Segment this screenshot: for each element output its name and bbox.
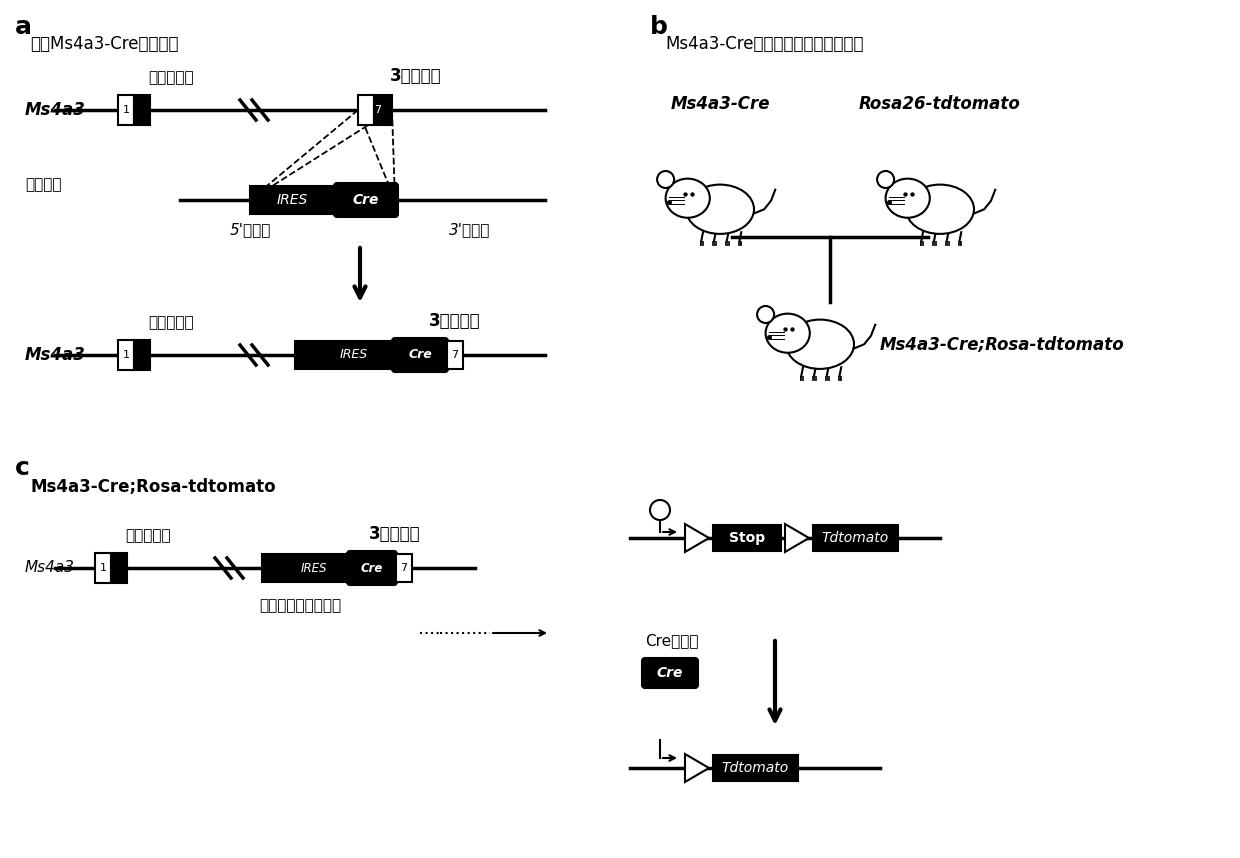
Bar [262,554,278,582]
Text: 7: 7 [451,350,459,360]
Bar [358,95,374,125]
Text: Rosa26-tdtomato: Rosa26-tdtomato [859,95,1021,113]
Text: 3'同源臂: 3'同源臂 [449,222,490,237]
Polygon shape [684,524,709,552]
Text: Cre: Cre [361,561,383,575]
Text: c: c [15,456,30,480]
Text: Ms4a3: Ms4a3 [25,346,86,364]
Bar [315,341,393,369]
Text: Ms4a3-Cre;Rosa-tdtomato: Ms4a3-Cre;Rosa-tdtomato [880,336,1125,354]
Text: 内部核糖体进入位点: 内部核糖体进入位点 [259,598,341,613]
FancyBboxPatch shape [642,658,698,688]
Text: Ms4a3: Ms4a3 [25,560,74,576]
Text: Stop: Stop [729,531,765,545]
Polygon shape [785,524,808,552]
Text: IRES: IRES [277,193,308,207]
Text: 打靶载体: 打靶载体 [25,178,62,192]
Bar [134,95,150,125]
Ellipse shape [877,171,894,188]
Text: 1: 1 [99,563,107,573]
Text: Cre重组酶: Cre重组酶 [645,633,698,648]
Text: Ms4a3-Cre;Rosa-tdtomato: Ms4a3-Cre;Rosa-tdtomato [30,478,275,496]
Bar [134,340,150,370]
Bar [112,553,126,583]
Bar [396,554,412,582]
Bar [280,554,348,582]
Ellipse shape [758,306,774,323]
Text: 5'同源臂: 5'同源臂 [229,222,272,237]
Ellipse shape [686,184,754,234]
Bar [250,186,335,214]
Text: Cre: Cre [353,193,379,207]
FancyBboxPatch shape [392,338,448,372]
Bar [118,95,134,125]
Bar [713,755,799,781]
Text: 起始密码子: 起始密码子 [148,315,193,330]
Ellipse shape [657,171,675,188]
Text: a: a [15,15,32,39]
Ellipse shape [666,178,709,218]
Bar [813,525,898,551]
Text: 1: 1 [123,350,129,360]
Ellipse shape [786,319,854,369]
Bar [713,525,781,551]
Ellipse shape [765,314,810,353]
Text: Tdtomato: Tdtomato [821,531,889,545]
FancyBboxPatch shape [347,551,397,585]
Ellipse shape [885,178,930,218]
Text: 3非翻译区: 3非翻译区 [428,312,480,330]
Text: 7: 7 [374,105,382,115]
Text: IRES: IRES [340,348,368,361]
Bar [295,341,312,369]
Text: Cre: Cre [408,348,432,361]
Text: Ms4a3: Ms4a3 [25,101,86,119]
Text: b: b [650,15,668,39]
Text: 7: 7 [401,563,408,573]
FancyBboxPatch shape [334,183,398,217]
Bar [118,340,134,370]
Text: 起始密码子: 起始密码子 [148,70,193,85]
Ellipse shape [906,184,973,234]
Text: 起始密码子: 起始密码子 [125,528,171,543]
Bar [374,95,392,125]
Text: 3非翻译区: 3非翻译区 [368,525,420,543]
Text: Ms4a3-Cre与报告品系小鼠交配策略: Ms4a3-Cre与报告品系小鼠交配策略 [665,35,863,53]
Polygon shape [684,754,709,782]
Text: 构建Ms4a3-Cre品系小鼠: 构建Ms4a3-Cre品系小鼠 [30,35,179,53]
Bar [446,341,463,369]
Text: Cre: Cre [657,666,683,680]
Bar [95,553,112,583]
Text: 3非翻译区: 3非翻译区 [391,67,441,85]
Circle shape [650,500,670,520]
Text: Tdtomato: Tdtomato [722,761,789,775]
Text: Ms4a3-Cre: Ms4a3-Cre [671,95,770,113]
Text: IRES: IRES [301,561,327,575]
Text: 1: 1 [123,105,129,115]
